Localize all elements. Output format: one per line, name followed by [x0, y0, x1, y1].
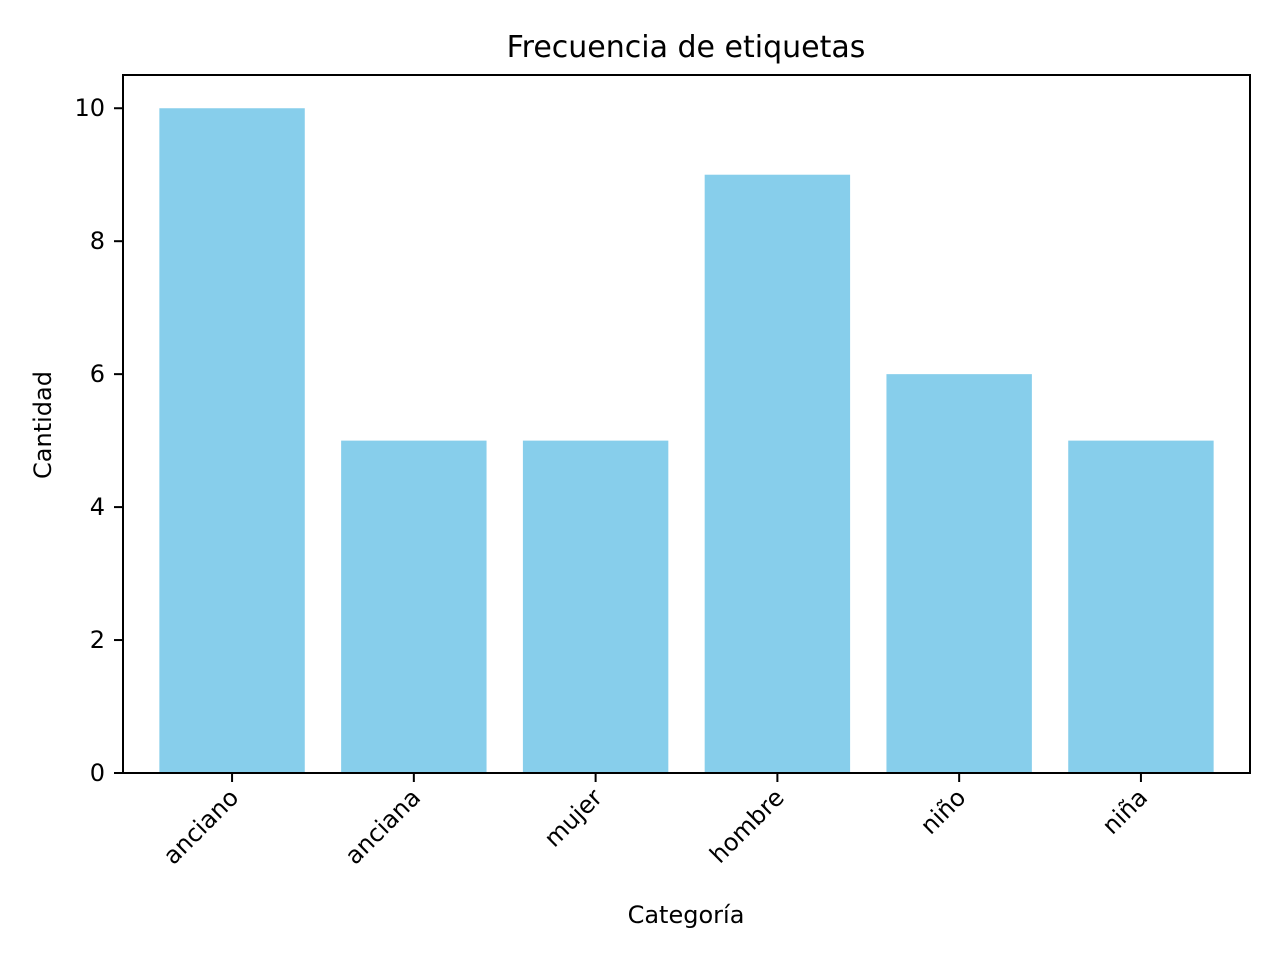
- x-tick-label-0: anciano: [158, 783, 245, 870]
- chart-title: Frecuencia de etiquetas: [507, 30, 866, 65]
- bar-0: [159, 108, 305, 773]
- x-tick-label-3: hombre: [704, 783, 789, 868]
- y-tick-label-1: 2: [90, 626, 105, 654]
- bar-1: [341, 440, 487, 773]
- y-axis-label: Cantidad: [29, 371, 57, 479]
- y-tick-label-3: 6: [90, 360, 105, 388]
- y-tick-label-4: 8: [90, 227, 105, 255]
- x-tick-label-5: niña: [1097, 783, 1153, 839]
- y-tick-label-2: 4: [90, 493, 105, 521]
- bar-5: [1068, 440, 1214, 773]
- bar-2: [522, 440, 669, 773]
- y-tick-label-0: 0: [90, 759, 105, 787]
- x-tick-label-1: anciana: [340, 783, 427, 870]
- x-axis: anciano anciana mujer hombre niño niña: [158, 773, 1153, 870]
- bar-3: [704, 174, 851, 773]
- y-tick-label-5: 10: [74, 94, 105, 122]
- bars-layer: [159, 108, 1214, 773]
- plot-frame: [122, 74, 1251, 774]
- y-axis: 0 2 4 6 8 10: [74, 94, 123, 787]
- bar-4: [886, 374, 1032, 773]
- x-axis-label: Categoría: [628, 901, 745, 929]
- x-tick-label-4: niño: [915, 783, 971, 839]
- x-tick-label-2: mujer: [539, 783, 608, 852]
